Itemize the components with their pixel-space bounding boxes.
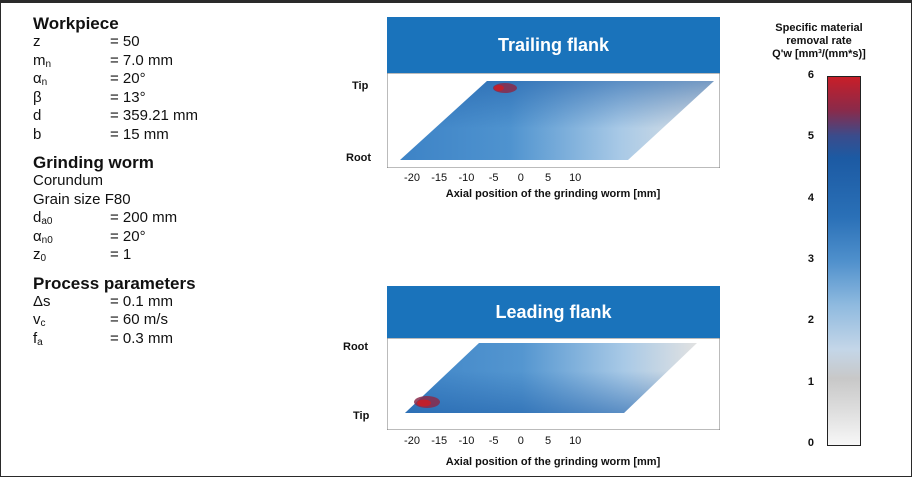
parameter-panel: Workpiece z = 50 mn = 7.0 mm αn = 20° β = 13° d =… [33,14,353,348]
param-subscript: c [40,318,46,329]
process-param-row: vc = 60 m/s [33,311,353,330]
leading-flank-title: Leading flank [387,286,720,338]
colorbar-tick-label: 4 [807,191,814,204]
param-symbol: da0 [33,209,53,227]
colorbar-title-line1: Specific material [775,22,863,34]
param-subscript: a0 [41,216,53,227]
param-symbol: fa [33,329,43,348]
param-value: = 7.0 mm [110,51,173,69]
process-params: Δs = 0.1 mm vc = 60 m/s fa = 0.3 mm [33,293,353,349]
colorbar-tick-label: 3 [807,253,814,265]
process-param-row: Δs = 0.1 mm [33,293,353,312]
x-tick-label: -15 [431,435,448,447]
leading-y-top-label: Root [343,341,369,353]
x-tick-label: 5 [544,172,552,184]
param-value: = 20° [110,227,146,245]
colorbar-tick-label: 5 [807,130,814,143]
param-value: = 359.21 mm [110,107,198,124]
param-subscript: n [45,58,52,70]
trailing-y-bottom-label: Root [346,152,372,164]
param-value: = 50 [110,33,140,50]
grinding-worm-param-row: z0 = 1 [33,246,353,265]
trailing-x-label: Axial position of the grinding worm [mm] [445,188,661,200]
param-value: = 0.3 mm [110,329,173,347]
x-tick-label: -10 [458,172,475,184]
workpiece-params: z = 50 mn = 7.0 mm αn = 20° β = 13° d = 359.21 mm… [33,33,353,144]
leading-flank-title-text: Leading flank [495,301,612,322]
x-tick-label: -20 [404,172,420,184]
param-symbol: β [33,88,42,106]
leading-x-label: Axial position of the grinding worm [mm] [445,456,661,468]
x-tick-label: -5 [488,172,499,184]
x-tick-label: 10 [569,172,582,184]
leading-y-bottom-label: Tip [353,410,370,422]
x-tick-label: -20 [404,435,420,447]
colorbar-tick-label: 2 [807,314,814,327]
param-value: = 1 [110,246,132,263]
param-symbol: Δs [33,292,51,310]
param-symbol: z0 [33,246,47,264]
grinding-worm-param-row: αn0 = 20° [33,228,353,247]
colorbar-tick-label: 6 [807,69,814,81]
param-subscript: 0 [40,253,47,264]
workpiece-param-row: mn = 7.0 mm [33,52,353,71]
x-tick-label: -10 [458,435,475,447]
process-heading: Process parameters [33,273,196,293]
x-tick-label: -15 [431,172,448,184]
colorbar [827,76,861,446]
x-tick-label: 0 [517,172,524,184]
param-subscript: a [37,336,43,348]
colorbar-title: Specific material removal rate Q'w [mm³/… [760,22,878,61]
x-tick-label: -5 [488,435,499,447]
colorbar-tick-label: 0 [807,437,814,449]
trailing-flank-heatmap [387,73,720,168]
x-tick-label: 5 [544,435,552,447]
leading-flank-heatmap [387,338,720,430]
param-value: = 60 m/s [110,311,168,328]
trailing-flank-title-text: Trailing flank [497,34,610,55]
param-subscript: n0 [41,234,53,246]
param-value: = 13° [110,88,146,106]
param-symbol: z [33,33,41,50]
trailing-flank-title: Trailing flank [387,17,720,73]
grinding-worm-heading: Grinding worm [33,153,154,172]
colorbar-title-line3: Q'w [mm³/(mm*s)] [772,48,866,60]
param-symbol: αn [33,70,48,88]
workpiece-param-row: b = 15 mm [33,126,353,145]
workpiece-param-row: d = 359.21 mm [33,107,353,126]
workpiece-param-row: αn = 20° [33,70,353,89]
grinding-worm-param-row: da0 = 200 mm [33,209,353,228]
workpiece-heading: Workpiece [33,14,119,33]
param-symbol: d [33,107,42,124]
colorbar-title-line2: removal rate [786,35,852,47]
param-value: = 0.1 mm [110,292,173,310]
workpiece-param-row: z = 50 [33,33,353,52]
colorbar-tick-label: 1 [807,375,814,388]
workpiece-param-row: β = 13° [33,89,353,108]
param-value: = 15 mm [110,125,169,143]
param-symbol: αn0 [33,227,53,246]
x-tick-label: 10 [569,435,582,447]
trailing-y-top-label: Tip [352,80,369,92]
param-symbol: vc [33,311,46,329]
param-symbol: mn [33,51,52,70]
grinding-worm-params: da0 = 200 mm αn0 = 20° z0 = 1 [33,209,353,265]
param-value: = 20° [110,70,146,87]
worm-material: Corundum [33,172,104,189]
worm-grain-size: Grain size F80 [33,190,131,208]
process-param-row: fa = 0.3 mm [33,330,353,349]
param-symbol: b [33,125,42,143]
x-tick-label: 0 [517,435,524,447]
param-subscript: n [41,77,48,88]
param-value: = 200 mm [110,209,178,226]
